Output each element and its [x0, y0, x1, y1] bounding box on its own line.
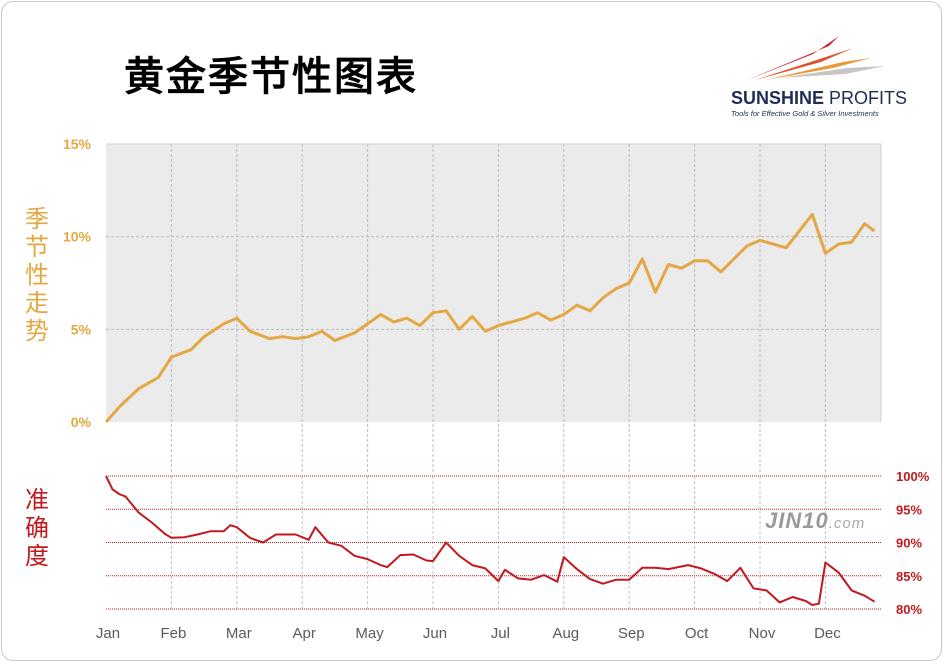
accuracy-tick-label: 100% [896, 469, 930, 484]
accuracy-tick-label: 80% [896, 602, 922, 617]
x-tick-label-aug: Aug [552, 625, 579, 642]
x-tick-label-apr: Apr [293, 625, 316, 642]
accuracy-axis-label: 准确度 [25, 486, 49, 570]
sunshine-profits-logo: SUNSHINE PROFITS Tools for Effective Gol… [725, 18, 925, 122]
jin10-watermark: JIN10.com [765, 508, 866, 533]
y-tick-label: 0% [71, 414, 92, 430]
accuracy-tick-label: 90% [896, 536, 922, 551]
x-tick-label-may: May [355, 625, 384, 642]
logo-swoosh-icon [747, 36, 885, 80]
x-tick-label-feb: Feb [160, 625, 186, 642]
plot-background [106, 144, 881, 422]
x-tick-label-jan: Jan [96, 625, 120, 642]
y-tick-label: 10% [63, 229, 92, 245]
accuracy-tick-label: 85% [896, 569, 922, 584]
seasonal-trend-line [104, 212, 876, 423]
logo-tagline: Tools for Effective Gold & Silver Invest… [731, 109, 879, 118]
y-tick-label: 5% [71, 321, 92, 337]
y-tick-label: 15% [63, 136, 92, 152]
x-tick-label-dec: Dec [814, 625, 841, 642]
x-tick-label-sep: Sep [618, 625, 645, 642]
x-tick-label-mar: Mar [226, 625, 252, 642]
x-tick-label-oct: Oct [685, 625, 709, 642]
chart-title: 黄金季节性图表 [124, 53, 418, 100]
x-tick-label-nov: Nov [749, 625, 776, 642]
x-tick-label-jul: Jul [491, 625, 510, 642]
seasonal-axis-label: 季节性走势 [25, 205, 49, 345]
accuracy-line [105, 475, 876, 606]
accuracy-tick-label: 95% [896, 502, 922, 517]
logo-name: SUNSHINE PROFITS [731, 88, 908, 108]
x-tick-label-jun: Jun [423, 625, 447, 642]
